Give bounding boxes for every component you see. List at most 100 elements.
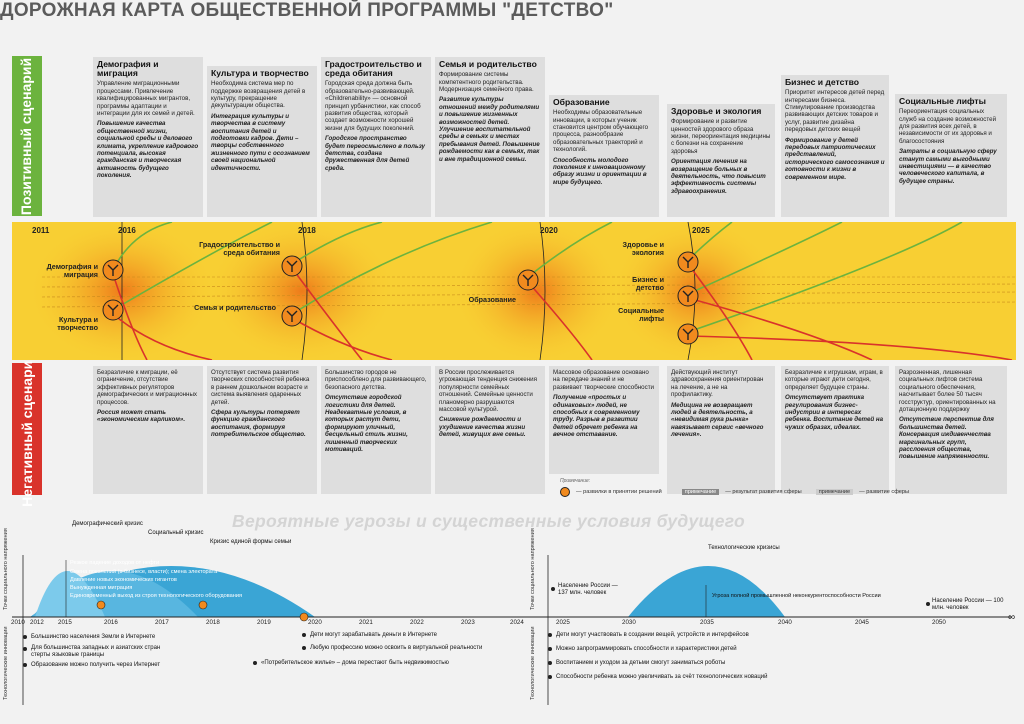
axis-label-social-tension-left: Точки социального напряжения <box>3 528 9 610</box>
bullet-l1 <box>23 635 27 639</box>
year-2018: 2018 <box>298 226 316 235</box>
left-innovation-2: Для большинства западных и азиатских стр… <box>31 645 161 658</box>
tick-2022: 2022 <box>410 619 424 626</box>
node-label-health: Здоровье и экология <box>622 240 665 257</box>
fork-glyph-5 <box>522 274 534 286</box>
positive-box-culture: Культура и творчество Необходима система… <box>207 66 317 217</box>
crisis-label-demographic: Демографический кризис <box>72 521 143 527</box>
green-arrow-8 <box>687 222 963 333</box>
axis-fork-2 <box>198 600 208 610</box>
fork-glyph-2 <box>107 304 119 316</box>
bullet-m1 <box>302 633 306 637</box>
red-arrow-2 <box>112 313 213 360</box>
axis-label-tech-right: Технологические инновации <box>530 626 536 700</box>
green-arrow-5 <box>527 222 613 278</box>
bullet-r3 <box>548 661 552 665</box>
red-arrow-1 <box>112 273 148 360</box>
left-event-2: Смена поколений (в бизнесе, власти); сме… <box>70 569 218 575</box>
red-arrow-5 <box>527 281 593 360</box>
positive-scenario-label: Позитивный сценарий <box>12 56 42 216</box>
bullet-r2 <box>548 647 552 651</box>
negative-box-demography: Безразличие к миграции, её ограничение, … <box>93 366 203 494</box>
green-arrow-2 <box>112 222 273 311</box>
year-2020: 2020 <box>540 226 558 235</box>
mid-innovation-2: Любую профессию можно освоить в виртуаль… <box>310 645 483 651</box>
red-arrow-7 <box>687 297 873 360</box>
node-label-family: Семья и родительство <box>194 303 276 312</box>
year-2016: 2016 <box>118 226 136 235</box>
node-label-education: Образование <box>468 295 516 304</box>
left-innovation-1: Большинство населения Земли в Интернете <box>31 634 156 640</box>
tick-infinity: ∞ <box>1008 612 1016 623</box>
bullet-l2 <box>23 647 27 651</box>
dash-line-3 <box>41 291 1016 298</box>
tick-2010: 2010 <box>11 619 25 626</box>
green-arrow-4 <box>291 222 493 315</box>
negative-box-business: Безразличие к игрушкам, играм, в которые… <box>781 366 889 494</box>
right-innovation-4: Способности ребенка можно увеличивать за… <box>556 674 768 680</box>
axis-fork-1 <box>96 600 106 610</box>
red-arrow-4 <box>291 317 393 360</box>
crisis-label-tech: Технологические кризисы <box>708 545 780 551</box>
tick-2024: 2024 <box>510 619 524 626</box>
tick-2018: 2018 <box>206 619 220 626</box>
negative-box-urban: Большинство городов не приспособлено для… <box>321 366 431 494</box>
population-137: Население России — 137 млн. человек <box>558 583 618 596</box>
right-innovation-1: Дети могут участвовать в создании вещей,… <box>556 632 749 638</box>
tick-2025: 2025 <box>556 619 570 626</box>
crisis-label-social: Социальный кризис <box>148 530 204 536</box>
bullet-r1 <box>548 633 552 637</box>
node-label-social: Социальные лифты <box>618 306 664 323</box>
bullet-m3 <box>253 661 257 665</box>
tick-2012: 2012 <box>30 619 44 626</box>
left-event-5: Единовременный выход из строя технологич… <box>70 593 242 599</box>
glow-2018 <box>212 222 392 360</box>
positive-box-urban: Градостроительство и среда обитания Горо… <box>321 57 431 217</box>
fork-glyph-8 <box>682 328 694 340</box>
tick-2045: 2045 <box>855 619 869 626</box>
positive-box-business: Бизнес и детство Приоритет интересов дет… <box>781 75 889 217</box>
node-label-culture: Культура и творчество <box>57 315 98 332</box>
crisis-dome-demographic <box>35 571 105 617</box>
left-event-1: Резкое падение доходов от нефти <box>70 560 160 566</box>
right-threat: Угроза полной промышленной неконкурентос… <box>712 593 881 599</box>
bullet-l3 <box>23 663 27 667</box>
node-label-urban: Градостроительство и среда обитания <box>199 240 280 257</box>
tick-2040: 2040 <box>778 619 792 626</box>
threats-title: Вероятные угрозы и существенные условия … <box>232 511 745 531</box>
negative-box-culture: Отсутствует система развития творческих … <box>207 366 317 494</box>
crisis-dome-tech <box>628 566 785 617</box>
axis-fork-3 <box>299 612 309 622</box>
tick-2050: 2050 <box>932 619 946 626</box>
year-line-2018 <box>301 222 308 360</box>
tick-2016: 2016 <box>104 619 118 626</box>
tick-2023: 2023 <box>461 619 475 626</box>
right-innovation-2: Можно запрограммировать способности и ха… <box>556 646 737 652</box>
threats-chart <box>12 555 1012 705</box>
tick-2020: 2020 <box>308 619 322 626</box>
population-100: Население России — 100 млн. человек <box>932 598 1004 611</box>
fork-glyph-7 <box>682 290 694 302</box>
negative-scenario-label: Негативный сценарий <box>12 352 42 506</box>
red-arrow-6 <box>687 263 753 360</box>
axis-label-social-tension-right: Точки социального напряжения <box>530 528 536 610</box>
fork-glyph-6 <box>682 256 694 268</box>
negative-box-education: Массовое образование основано на передач… <box>549 366 659 474</box>
mid-innovation-3: «Потребительское жилье» – дома перестают… <box>261 660 449 666</box>
green-arrow-7 <box>687 222 843 295</box>
crisis-label-family: Кризис единой формы семьи <box>210 539 292 545</box>
positive-box-education: Образование Необходимы образовательные и… <box>549 95 659 217</box>
tick-2035: 2035 <box>700 619 714 626</box>
tick-2019: 2019 <box>257 619 271 626</box>
positive-box-social-lifts: Социальные лифты Переориентация социальн… <box>895 94 1007 217</box>
red-arrow-3 <box>291 267 363 360</box>
node-label-demography: Демография и миграция <box>46 262 98 279</box>
glow-2020 <box>457 222 617 360</box>
year-line-2020 <box>539 222 546 360</box>
roadmap-band <box>12 222 1016 360</box>
fork-icon <box>560 487 570 497</box>
negative-box-social-lifts: Разрозненная, лишенная социальных лифтов… <box>895 366 1007 494</box>
fork-glyph-1 <box>107 264 119 276</box>
bullet-pop2 <box>926 602 930 606</box>
dash-line-4 <box>41 301 1016 308</box>
